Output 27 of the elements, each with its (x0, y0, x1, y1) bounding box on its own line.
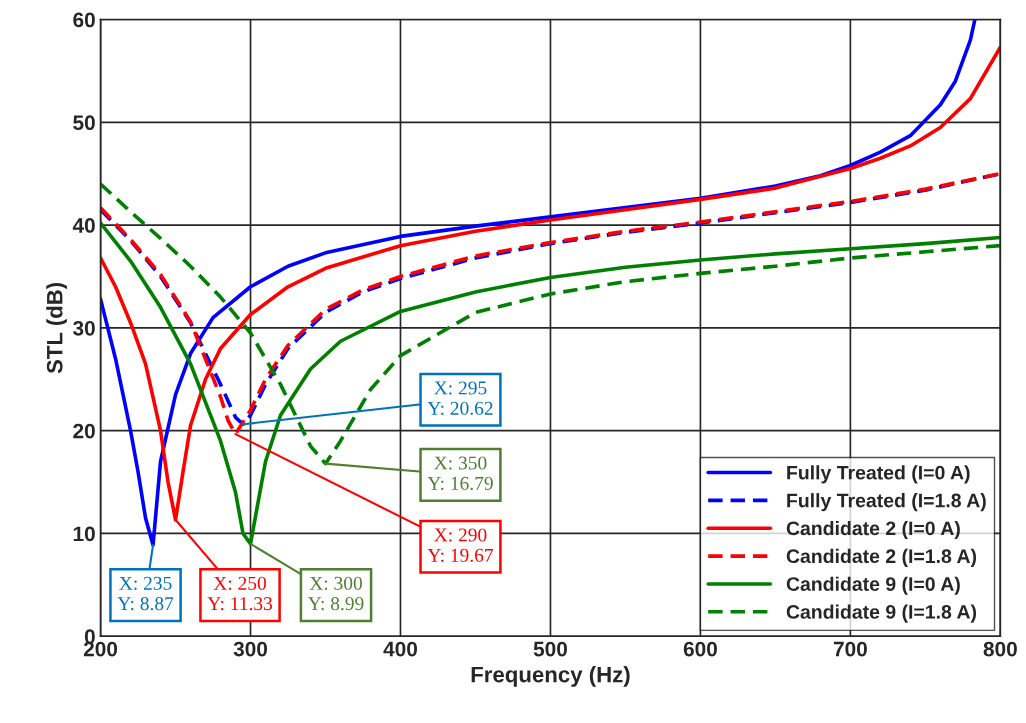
annotation: X: 235 Y: 8.87 (117, 576, 174, 611)
x-axis-title: Frequency (Hz) (471, 666, 630, 687)
y-tick-label: 50 (73, 115, 95, 131)
x-tick-label: 500 (533, 641, 567, 657)
annotation: X: 300 Y: 8.99 (307, 576, 364, 611)
y-tick-label: 20 (73, 423, 95, 439)
legend-label: Candidate 2 (I=1.8 A) (786, 548, 977, 567)
legend-label: Candidate 2 (I=0 A) (786, 520, 960, 540)
legend-label: Fully Treated (I=0 A) (787, 465, 970, 484)
annotation: X: 350 Y: 16.79 (427, 456, 493, 490)
x-tick-label: 700 (833, 641, 867, 657)
y-tick-label: 30 (72, 320, 95, 336)
legend-label: Candidate 9 (I=0 A) (786, 576, 960, 595)
annotation: X: 290 Y: 19.67 (427, 528, 494, 562)
x-tick-label: 400 (383, 641, 418, 657)
legend-label: Candidate 9 (I=1.8 A) (786, 604, 977, 623)
legend-label: Fully Treated (I=1.8 A) (787, 493, 986, 512)
annotation: X: 295 Y: 20.62 (427, 381, 493, 415)
y-tick-label: 60 (73, 12, 95, 28)
x-tick-label: 600 (683, 641, 717, 657)
x-tick-label: 200 (83, 641, 118, 657)
annotation: X: 250 Y: 11.33 (207, 576, 273, 611)
y-axis-title: STL (dB) (46, 282, 67, 374)
x-tick-label: 300 (233, 641, 268, 657)
x-tick-label: 800 (983, 641, 1017, 657)
y-tick-label: 10 (73, 526, 95, 542)
y-tick-label: 40 (72, 218, 95, 233)
